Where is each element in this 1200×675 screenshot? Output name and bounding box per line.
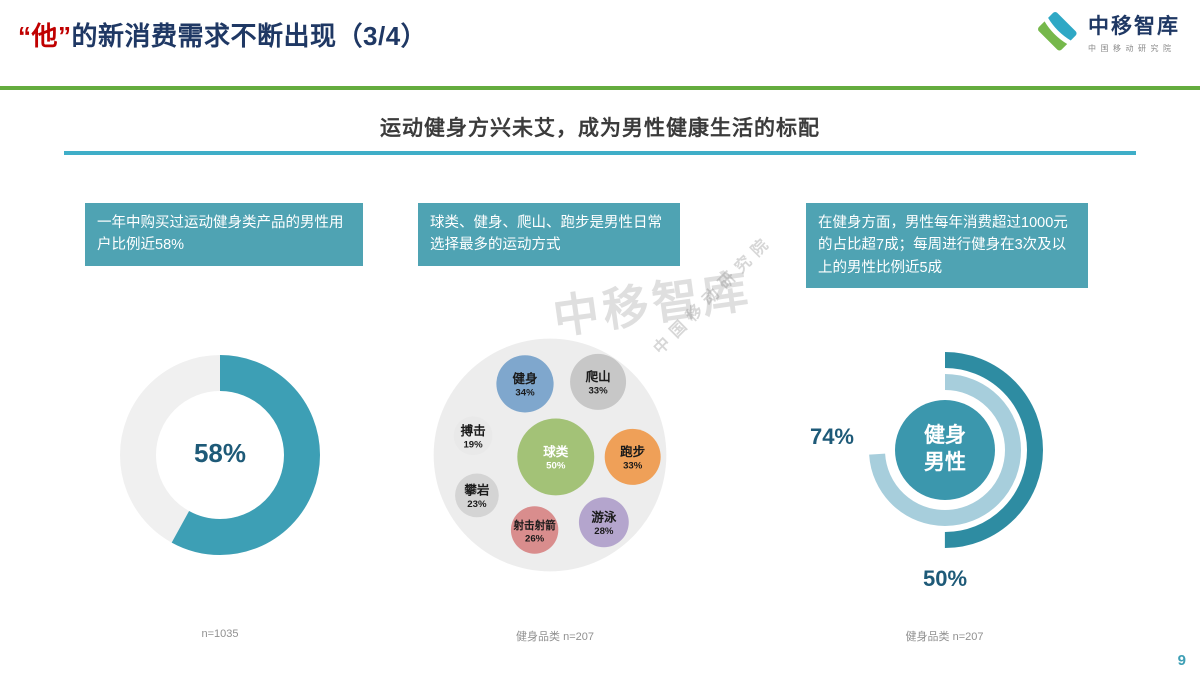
- caption-right: 健身品类 n=207: [905, 631, 984, 643]
- double-donut-chart: [847, 352, 1043, 548]
- bubble-5: 射击射箭 26%: [510, 506, 559, 554]
- page-title-highlight: “他”: [18, 21, 72, 51]
- bubble-chart-sports: 球类50%健身34%爬山33%跑步33%游泳28%射击射箭26%攀岩23%搏击1…: [433, 338, 667, 572]
- svg-text:游泳: 游泳: [591, 509, 617, 524]
- svg-text:爬山: 爬山: [585, 369, 611, 384]
- bubble-6: 攀岩 23%: [455, 473, 499, 518]
- svg-text:跑步: 跑步: [620, 444, 645, 459]
- svg-text:射击射箭: 射击射箭: [512, 519, 556, 532]
- svg-text:28%: 28%: [594, 526, 614, 537]
- headline-box-left: 一年中购买过运动健身类产品的男性用户比例近58%: [85, 203, 363, 266]
- center-label-line1: 健身: [924, 424, 966, 447]
- caption-left: n=1035: [201, 628, 239, 640]
- svg-text:33%: 33%: [588, 385, 608, 396]
- brand-logo: 中移智库 中国移动研究院: [1036, 10, 1180, 54]
- double-donut-center-label: 健身 男性: [895, 422, 995, 476]
- svg-text:19%: 19%: [463, 439, 483, 450]
- donut-chart-58: [120, 355, 320, 555]
- header-divider: [0, 86, 1200, 90]
- svg-text:50%: 50%: [546, 460, 566, 471]
- brand-logo-icon: [1038, 12, 1077, 51]
- slide-subtitle: 运动健身方兴未艾，成为男性健康生活的标配: [380, 117, 820, 140]
- brand-subtitle: 中国移动研究院: [1088, 44, 1176, 53]
- brand-logo-text: 中移智库 中国移动研究院: [1088, 10, 1180, 54]
- page-title: “他”的新消费需求不断出现（3/4）: [18, 16, 427, 53]
- svg-text:23%: 23%: [467, 499, 487, 510]
- ring-label-74: 74%: [809, 424, 854, 449]
- donut-value-arc: [120, 355, 320, 555]
- page-title-rest: 的新消费需求不断出现（3/4）: [71, 21, 428, 51]
- svg-text:球类: 球类: [543, 444, 569, 459]
- donut-center-label: 58%: [193, 438, 247, 468]
- outer-ring-arc: [847, 352, 1043, 548]
- center-label-line2: 男性: [924, 451, 966, 474]
- page-number: 9: [1177, 652, 1186, 669]
- headline-box-middle: 球类、健身、爬山、跑步是男性日常选择最多的运动方式: [418, 203, 680, 266]
- svg-text:健身: 健身: [512, 371, 538, 386]
- inner-ring-arc: [869, 374, 1021, 526]
- center-disc: [895, 400, 995, 500]
- bubble-4: 游泳 28%: [578, 497, 629, 548]
- ring-label-50: 50%: [922, 566, 968, 591]
- brand-name: 中移智库: [1088, 15, 1180, 38]
- svg-text:26%: 26%: [525, 534, 545, 545]
- caption-middle: 健身品类 n=207: [516, 631, 594, 643]
- svg-text:搏击: 搏击: [461, 423, 486, 438]
- svg-text:33%: 33%: [623, 460, 643, 471]
- subtitle-divider: [64, 151, 1136, 155]
- svg-text:34%: 34%: [515, 387, 535, 398]
- headline-box-right: 在健身方面，男性每年消费超过1000元的占比超7成；每周进行健身在3次及以上的男…: [806, 203, 1088, 289]
- svg-text:攀岩: 攀岩: [464, 482, 490, 497]
